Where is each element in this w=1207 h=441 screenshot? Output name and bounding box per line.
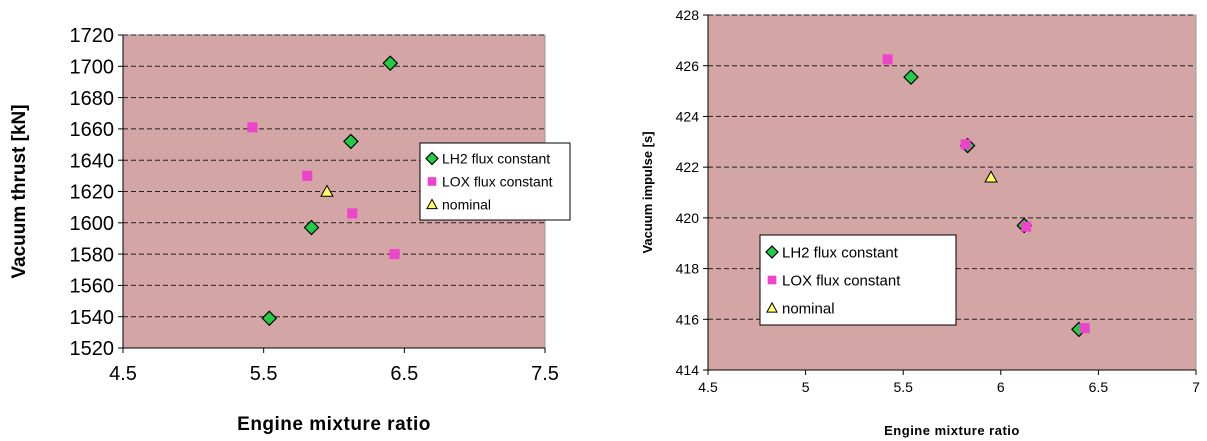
legend-box (419, 142, 571, 221)
y-tick-label: 1640 (70, 150, 115, 172)
x-tick-label: 4.5 (109, 363, 137, 385)
legend-marker (765, 245, 779, 259)
x-tick-label: 6.5 (390, 363, 418, 385)
legend-label: LOX flux constant (442, 174, 553, 190)
x-tick-label: 6.5 (1089, 379, 1109, 395)
legend-marker (766, 301, 778, 313)
y-tick-label: 1720 (70, 25, 115, 47)
data-point (882, 54, 893, 65)
legend-label: LOX flux constant (782, 272, 901, 289)
y-tick-label: 1700 (70, 57, 115, 79)
legend-marker (426, 198, 438, 210)
data-point (320, 184, 334, 197)
data-point (903, 69, 919, 85)
x-tick-label: 4.5 (698, 379, 718, 395)
y-tick-label: 428 (676, 7, 700, 23)
data-point (261, 310, 278, 327)
data-point (960, 139, 971, 150)
data-point (302, 170, 313, 181)
data-point (347, 208, 358, 219)
x-tick-label: 5.5 (893, 379, 913, 395)
legend-label: LH2 flux constant (782, 244, 899, 261)
x-tick-label: 7 (1192, 379, 1200, 395)
x-axis-title: Engine mixture ratio (237, 414, 431, 435)
legend-box (759, 234, 957, 326)
x-tick-label: 6 (997, 379, 1005, 395)
y-tick-label: 1540 (70, 307, 115, 329)
legend-label: nominal (442, 197, 491, 213)
y-tick-label: 1520 (70, 338, 115, 360)
data-point (389, 249, 400, 260)
y-tick-label: 420 (676, 210, 700, 226)
y-tick-label: 414 (676, 362, 700, 378)
y-tick-label: 1680 (70, 88, 115, 110)
x-axis-title: Engine mixture ratio (884, 423, 1020, 438)
y-tick-label: 1560 (70, 276, 115, 298)
y-tick-label: 1620 (70, 182, 115, 204)
y-tick-label: 424 (676, 108, 700, 124)
y-tick-label: 418 (676, 261, 700, 277)
y-tick-label: 422 (676, 159, 700, 175)
data-point (382, 55, 399, 72)
y-tick-label: 426 (676, 58, 700, 74)
legend-label: LH2 flux constant (442, 151, 550, 167)
data-point (303, 219, 320, 236)
data-point (247, 122, 258, 133)
y-tick-label: 1600 (70, 213, 115, 235)
data-point (1079, 323, 1090, 334)
y-axis-title: Vacuum thrust [kN] (9, 104, 30, 278)
x-tick-label: 7.5 (531, 363, 559, 385)
y-axis-title: Vacuum impulse [s] (640, 131, 655, 253)
legend-marker (427, 177, 437, 186)
y-tick-label: 1580 (70, 244, 115, 266)
data-point (343, 133, 359, 150)
impulse-chart: 414 416 418 420 422 424 426 428 4.5 5 5.5 6 6.5 7 Engi… (640, 7, 1200, 438)
x-tick-label: 5 (802, 379, 810, 395)
data-point (1021, 221, 1032, 232)
legend-marker (425, 151, 439, 166)
data-point (984, 170, 998, 183)
x-tick-label: 5.5 (250, 363, 278, 385)
y-tick-label: 1660 (70, 119, 115, 141)
y-tick-label: 416 (676, 311, 700, 327)
legend-label: nominal (782, 300, 835, 317)
legend-marker (767, 275, 777, 285)
thrust-chart: 1520 1540 1560 1580 1600 1620 1640 1660 1680 1700… (9, 25, 571, 435)
